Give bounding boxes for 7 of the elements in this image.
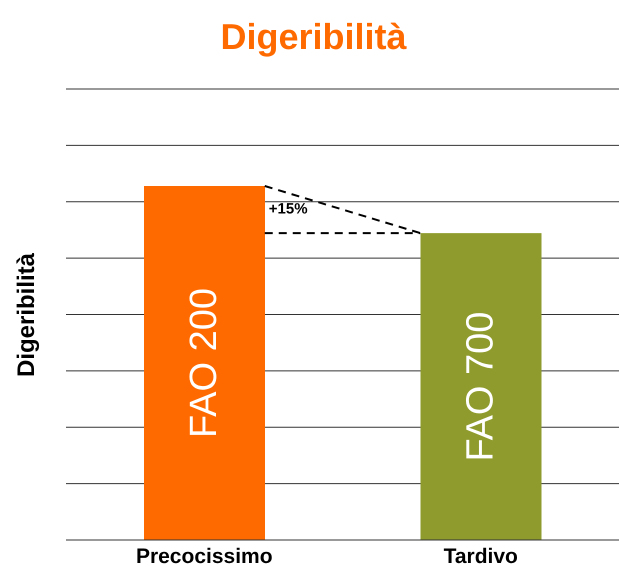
annotation: FAO 200 <box>183 288 226 438</box>
annotation: +15% <box>268 200 308 218</box>
chart-title: Digeribilità <box>219 16 408 58</box>
x-tick-label: Precocissimo <box>136 544 273 568</box>
y-axis-title: Digeribilità <box>13 252 41 377</box>
annotation: FAO 700 <box>460 312 502 462</box>
x-tick-label: Tardivo <box>444 544 518 568</box>
